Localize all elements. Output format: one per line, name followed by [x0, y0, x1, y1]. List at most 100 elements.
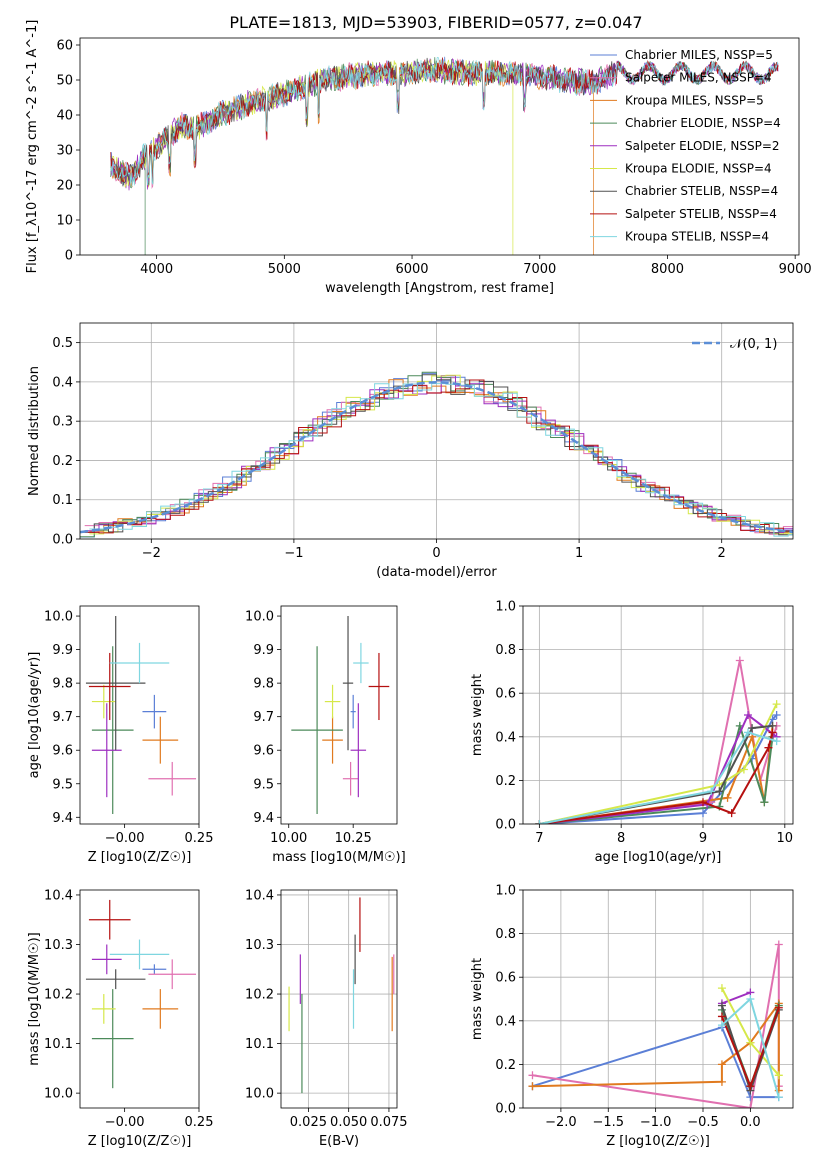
grid-mass-vs-ebv	[281, 890, 397, 1108]
age-vs-mass-points	[291, 616, 390, 814]
weight-marker	[717, 1077, 726, 1086]
axes-frame	[522, 889, 794, 1109]
data-point	[109, 939, 170, 970]
y-tick-label: 0.4	[495, 730, 516, 745]
axes-residuals: −2 −1 0 1 2 0.0 0.1 0.2 0.3 0.4 0.5 (data-model)/er…	[27, 323, 793, 580]
grid-weight-vs-age	[523, 605, 793, 825]
axes-frame	[79, 322, 794, 540]
x-tick-label: −1.0	[640, 1115, 672, 1130]
x-axis-label: Z [log10(Z/Z☉)]	[88, 850, 192, 865]
x-tick-label: −0.5	[687, 1115, 719, 1130]
data-point	[324, 684, 341, 719]
histogram-step	[80, 374, 793, 536]
y-axis-label: mass [log10(M/M☉)]	[27, 932, 42, 1065]
y-tick-label: 0.2	[52, 454, 73, 469]
axes-mass-vs-ebv: 0.025 0.050 0.075 10.0 10.1 10.2 10.3 10.4 E(B-V…	[245, 888, 408, 1149]
y-tick-label: 9.9	[253, 643, 274, 658]
weight-marker	[717, 1060, 726, 1069]
x-tick-label: 8000	[651, 262, 684, 277]
y-tick-label: 9.4	[52, 811, 73, 826]
y-tick-label: 0.2	[495, 1058, 516, 1073]
y-tick-label: 9.6	[52, 744, 73, 759]
y-tick-label: 9.8	[52, 677, 73, 692]
weight-line	[532, 1026, 779, 1099]
histogram-step	[89, 379, 793, 534]
x-tick-label: 0.025	[290, 1115, 327, 1130]
axes-age-vs-Z: −0.00 0.25 9.4 9.5 9.6 9.7 9.8 9.9 10.0 Z [log10(…	[27, 610, 213, 865]
y-tick-label: 9.7	[253, 710, 274, 725]
data-point	[109, 642, 170, 684]
data-point	[353, 642, 369, 684]
mass-vs-Z-points	[85, 899, 197, 1089]
data-point	[142, 964, 167, 975]
weight-marker	[768, 728, 777, 737]
data-point	[142, 716, 179, 764]
y-tick-label: 10.0	[245, 1087, 274, 1102]
y-tick-label: 10.1	[245, 1037, 274, 1052]
spectrum-plot	[110, 56, 779, 255]
x-tick-label: 9	[699, 831, 707, 846]
weight-marker	[717, 984, 726, 993]
x-axis-label: wavelength [Angstrom, rest frame]	[325, 281, 554, 296]
data-point	[350, 694, 356, 729]
y-tick-label: 0.1	[52, 493, 73, 508]
y-tick-label: 0.0	[495, 1102, 516, 1117]
figure-title: PLATE=1813, MJD=53903, FIBERID=0577, z=0…	[229, 13, 642, 32]
weight-marker	[727, 809, 736, 818]
weight-marker	[744, 728, 752, 737]
weight-marker	[760, 798, 769, 807]
legend-label: Salpeter ELODIE, NSSP=2	[625, 139, 780, 153]
weight-marker	[715, 787, 724, 796]
y-tick-label: 0.2	[495, 774, 516, 789]
data-point	[322, 716, 343, 764]
x-tick-label: −2.0	[545, 1115, 577, 1130]
axes-weight-vs-age: 7 8 9 10 0.0 0.2 0.4 0.6 0.8 1.0 age [log10(age/yr…	[470, 600, 793, 866]
weight-marker	[717, 1012, 726, 1021]
y-tick-label: 0	[65, 249, 73, 264]
y-tick-label: 10.4	[245, 888, 274, 903]
weight-marker	[746, 1038, 755, 1047]
weight-marker	[746, 1082, 755, 1091]
weight-marker	[735, 656, 744, 665]
y-tick-label: 10.2	[44, 988, 73, 1003]
data-point	[148, 761, 197, 796]
axes-frame	[79, 605, 200, 825]
data-point	[88, 899, 131, 940]
data-point	[142, 989, 179, 1029]
legend-label: Kroupa ELODIE, NSSP=4	[625, 162, 772, 176]
axes-frame	[79, 889, 200, 1109]
legend-label: Chabrier MILES, NSSP=5	[625, 48, 773, 62]
x-tick-label: 0.0	[740, 1115, 761, 1130]
x-tick-label: 7	[535, 831, 543, 846]
x-tick-label: 0.25	[185, 1115, 214, 1130]
y-tick-label: 0.4	[495, 1014, 516, 1029]
legend-label: Kroupa MILES, NSSP=5	[625, 93, 764, 107]
data-point	[350, 703, 367, 798]
weight-marker	[717, 1001, 726, 1010]
x-axis-label: E(B-V)	[319, 1134, 359, 1149]
legend-label: Salpeter MILES, NSSP=4	[625, 71, 772, 85]
axes-frame	[280, 889, 398, 1109]
y-tick-label: 10	[56, 214, 73, 229]
x-tick-label: 10.25	[335, 831, 372, 846]
data-point	[91, 944, 122, 975]
data-point	[342, 761, 359, 796]
x-tick-label: 0.25	[185, 831, 214, 846]
data-point	[88, 652, 131, 721]
age-vs-Z-points	[85, 616, 197, 814]
x-tick-label: 0.075	[370, 1115, 407, 1130]
y-tick-label: 0.5	[52, 336, 73, 351]
legend-label: Chabrier ELODIE, NSSP=4	[625, 116, 781, 130]
y-tick-label: 9.7	[52, 710, 73, 725]
y-tick-label: 0.4	[52, 375, 73, 390]
weight-marker	[699, 809, 707, 818]
residual-plot	[80, 371, 793, 538]
y-tick-label: 9.8	[253, 677, 274, 692]
x-tick-label: 0	[432, 546, 440, 561]
y-axis-label: mass weight	[470, 674, 485, 756]
weight-marker	[699, 798, 707, 807]
y-tick-label: 0.6	[495, 971, 516, 986]
y-axis-label: Normed distribution	[27, 366, 42, 496]
spectrum-legend: Chabrier MILES, NSSP=5 Salpeter MILES, NS…	[590, 48, 781, 244]
y-tick-label: 40	[56, 109, 73, 124]
